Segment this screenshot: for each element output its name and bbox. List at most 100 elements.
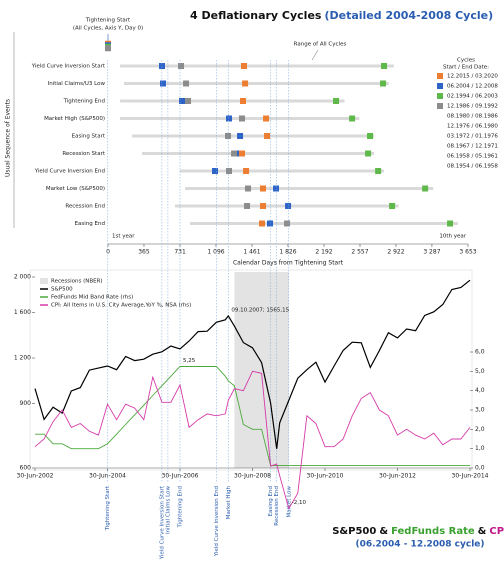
legend-label: 06.1958 / 05.1961 [447, 154, 498, 160]
cycle-marker [365, 150, 372, 157]
cycle-marker [260, 203, 267, 209]
cycle-marker [239, 115, 246, 122]
annotation: 09.10.2007; 1565,15 [231, 307, 289, 313]
y-tick-label: 900 [20, 400, 32, 407]
cycle-marker [447, 220, 454, 227]
x-tick-label: 30-Jun-2012 [379, 473, 416, 480]
cycle-marker [264, 133, 271, 139]
row-label: Easing End [75, 221, 105, 227]
legend-label: 08.1980 / 08.1986 [447, 114, 498, 120]
cycle-marker [285, 203, 292, 209]
title-part: 4 Deflationary Cycles [190, 9, 322, 22]
start-label: Tightening Start [85, 18, 131, 24]
x-tick-label: 30-Jun-2010 [307, 473, 344, 480]
plot-frame [29, 269, 473, 471]
y-tick-label: 1 200 [14, 355, 31, 362]
cycle-marker [389, 203, 396, 209]
cycle-marker [263, 115, 270, 122]
row-label: Tightening End [63, 99, 105, 105]
y2-tick-label: 4,0 [475, 387, 485, 394]
x-axis-label: Calendar Days from Tightening Start [233, 260, 344, 267]
cycle-marker [381, 63, 388, 69]
cycle-marker [260, 185, 267, 192]
y-tick-label: 2 000 [14, 274, 31, 281]
cycle-marker [237, 133, 244, 139]
cycle-marker [226, 168, 233, 174]
cycle-marker [380, 80, 387, 87]
title-part: S&P500 [332, 526, 376, 537]
x-tick-label: 2 557 [351, 249, 368, 256]
legend-title: Cycles [457, 58, 475, 64]
annotation: 5,25 [183, 358, 196, 364]
cycle-marker [226, 115, 233, 122]
row-label: Recession End [65, 204, 105, 210]
cycle-marker [179, 98, 186, 104]
row-label: Yield Curve Inversion Start [31, 64, 106, 70]
cycle-marker [159, 80, 166, 87]
y2-tick-label: 0,0 [475, 465, 485, 472]
title-part: & [379, 526, 388, 537]
x-tick-label: 30-Jun-2006 [162, 473, 199, 480]
legend-swatch [437, 103, 443, 109]
title-part: & [478, 526, 487, 537]
event-label: Market High [226, 485, 232, 519]
cycle-marker [225, 133, 232, 139]
x-tick-label: 1 461 [243, 249, 260, 256]
recession-band [234, 272, 289, 468]
legend-swatch [437, 73, 443, 79]
cycle-marker [367, 133, 374, 139]
annotation: -2,10 [292, 500, 307, 506]
event-label: Easing End [268, 486, 274, 516]
cycle-marker [185, 98, 192, 104]
cycle-marker [267, 220, 274, 227]
series-line [34, 279, 471, 449]
x-tick-label: 30-Jun-2008 [234, 473, 271, 480]
cycle-marker [212, 168, 219, 174]
row-label: Recession Start [62, 151, 106, 157]
last-year: 10th year [439, 234, 466, 240]
cycle-marker [242, 80, 249, 87]
legend-label: FedFunds Mid Band Rate (rhs) [51, 295, 133, 301]
event-label: Tightening End [178, 486, 184, 528]
cycle-marker [284, 220, 291, 227]
legend-label: Recessions (NBER) [51, 279, 103, 285]
x-tick-label: 30-Jun-2004 [89, 473, 126, 480]
top-title: 4 Deflationary Cycles (Detailed 2004-2008… [190, 9, 493, 22]
row-label: Easing Start [72, 134, 106, 140]
legend-label: 12.2015 / 03.2020 [447, 74, 498, 80]
cycle-marker [259, 220, 266, 227]
row-label: Yield Curve Inversion End [34, 169, 105, 175]
row-label: Market Low (S&P500) [46, 186, 105, 192]
cycle-marker [240, 63, 247, 69]
cycle-marker [273, 185, 280, 192]
cycle-marker [333, 98, 340, 104]
event-label: Yield Curve Inversion End [214, 486, 220, 557]
cycle-marker [231, 150, 238, 157]
y2-tick-label: 5,0 [475, 368, 485, 375]
legend-label: 12.1976 / 06.1980 [447, 124, 498, 130]
series-line [35, 366, 470, 467]
range-label: Range of All Cycles [294, 42, 347, 48]
cycle-marker [244, 203, 251, 209]
y2-tick-label: 3,0 [475, 407, 485, 414]
bottom-title: S&P500&FedFunds Rate&CPI [332, 526, 504, 537]
title-part: (Detailed 2004-2008 Cycle) [324, 9, 493, 22]
range-arrow [311, 49, 319, 61]
cycle-marker [105, 45, 111, 52]
cycle-marker [349, 115, 356, 122]
cycle-marker [243, 168, 250, 174]
legend-label: 08.1967 / 12.1971 [447, 144, 498, 150]
x-tick-label: 365 [138, 249, 150, 256]
legend-swatch [40, 278, 48, 284]
event-label: Recession End [274, 486, 280, 526]
first-year: 1st year [112, 234, 135, 240]
cycle-marker [375, 168, 382, 174]
series-line [34, 370, 471, 510]
cycle-marker [422, 185, 429, 192]
title-part: FedFunds Rate [391, 526, 475, 537]
event-label: Market Low [286, 486, 292, 518]
event-label: Yield Curve Inversion Start [159, 485, 165, 560]
legend-title: Start / End Date: [443, 65, 489, 71]
x-tick-label: 3 287 [423, 249, 440, 256]
